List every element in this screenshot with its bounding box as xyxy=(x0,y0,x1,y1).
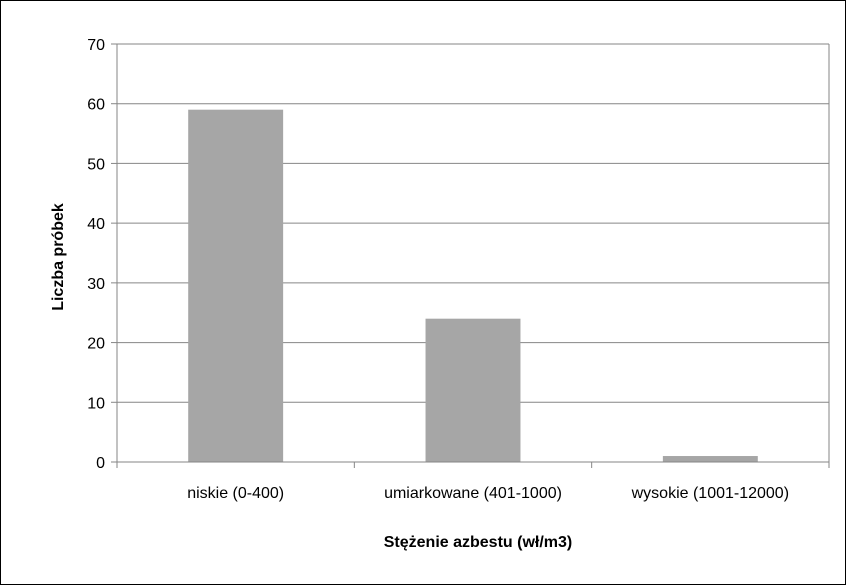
y-tick-labels: 0 10 20 30 40 50 60 70 xyxy=(87,37,105,472)
y-tick-label: 0 xyxy=(96,455,105,472)
y-tick-label: 20 xyxy=(87,336,105,353)
y-tick-label: 50 xyxy=(87,156,105,173)
x-axis-title: Stężenie azbestu (wł/m3) xyxy=(384,534,573,551)
y-tick-label: 60 xyxy=(87,97,105,114)
x-tick-label: umiarkowane (401-1000) xyxy=(384,485,562,502)
x-tick-label: niskie (0-400) xyxy=(187,485,284,502)
y-tick-label: 30 xyxy=(87,276,105,293)
bar xyxy=(425,318,521,462)
y-tick-label: 10 xyxy=(87,395,105,412)
axes xyxy=(111,43,830,468)
bar xyxy=(188,109,284,462)
y-tick-label: 40 xyxy=(87,216,105,233)
bar xyxy=(662,456,758,462)
x-tick-label: wysokie (1001-12000) xyxy=(631,485,789,502)
y-tick-label: 70 xyxy=(87,37,105,54)
x-tick-labels: niskie (0-400) umiarkowane (401-1000) wyso… xyxy=(187,485,789,502)
y-axis-title: Liczba próbek xyxy=(50,203,67,311)
bars xyxy=(188,109,758,462)
